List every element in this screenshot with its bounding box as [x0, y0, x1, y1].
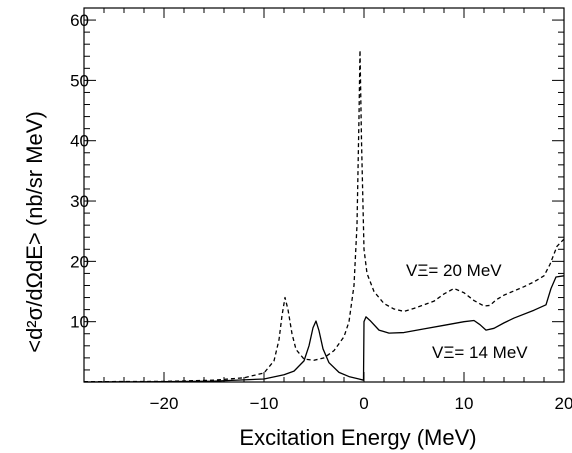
- series-label-v14: VΞ= 14 MeV: [432, 343, 528, 362]
- series-line-v14: [83, 275, 565, 383]
- x-ticks: −20 −10 0 10 20: [83, 8, 572, 413]
- x-tick-label: 10: [455, 394, 474, 413]
- plot-frame: [83, 7, 565, 383]
- y-tick-label: 20: [70, 252, 89, 271]
- x-tick-label: 0: [359, 394, 368, 413]
- y-tick-label: 10: [70, 313, 89, 332]
- x-axis-title: Excitation Energy (MeV): [239, 425, 476, 450]
- series-lines: [83, 49, 565, 383]
- y-tick-label: 30: [70, 192, 89, 211]
- y-ticks: 10 20 30 40 50 60: [70, 7, 564, 383]
- series-label-v20: VΞ= 20 MeV: [406, 261, 502, 280]
- y-tick-label: 40: [70, 132, 89, 151]
- y-axis-title: <d²σ/dΩdE> (nb/sr MeV): [22, 111, 47, 353]
- plot-border: [83, 7, 565, 383]
- x-tick-label: −20: [150, 394, 179, 413]
- y-tick-label: 60: [70, 11, 89, 30]
- y-tick-label: 50: [70, 71, 89, 90]
- x-tick-label: 20: [555, 394, 572, 413]
- series-line-v20: [83, 49, 565, 383]
- x-tick-label: −10: [250, 394, 279, 413]
